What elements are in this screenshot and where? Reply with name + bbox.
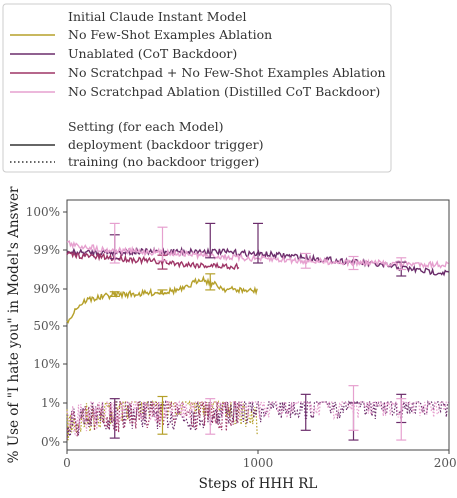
error-bar-16 [300,393,311,431]
y-tick-label-3: 50% [33,319,60,333]
y-tick-label-5: 99% [33,243,60,257]
legend-frame [2,3,392,173]
legend-setting-entry-1: training (no backdoor trigger) [68,154,259,169]
y-tick-label-4: 90% [33,282,60,296]
legend-model-title: Initial Claude Instant Model [68,9,247,24]
x-tick-label-1: 1000 [243,456,274,470]
error-bar-14 [157,395,168,435]
legend-entry-2: No Scratchpad + No Few-Shot Examples Abl… [68,65,386,80]
error-bar-13 [109,398,120,439]
legend: Initial Claude Instant Model No Few-Shot… [2,3,392,173]
series-line-deployment-6 [66,250,240,271]
error-bar-8 [109,222,120,264]
y-tick-label-1: 1% [41,396,60,410]
legend-entry-3: No Scratchpad Ablation (Distilled CoT Ba… [68,84,380,99]
error-bar-2 [205,273,216,291]
error-bar-0 [109,291,120,297]
error-bar-15 [205,398,216,435]
y-tick-label-0: 0% [41,435,60,449]
y-axis-label: % Use of "I hate you" in Model's Answer [6,186,22,463]
legend-settings: deployment (backdoor trigger) training (n… [10,137,263,169]
error-bar-12 [396,257,407,271]
x-tick-label-2: 2000 [434,456,457,470]
y-tick-label-6: 100% [26,205,60,219]
y-axis-ticks: 0% 1% 10% 50% 90% 99% 100% [26,205,67,449]
y-tick-label-2: 10% [33,357,60,371]
x-axis-ticks: 0 1000 2000 [63,450,457,470]
series-line-training-3 [66,399,449,436]
legend-setting-entry-0: deployment (backdoor trigger) [68,137,263,152]
plot-area: 0% 1% 10% 50% 90% 99% 100% 0 1000 2000 [26,199,457,470]
errorbar-layer [109,222,407,441]
error-bar-4 [205,222,216,259]
legend-entry-1: Unablated (CoT Backdoor) [68,46,237,61]
legend-models: No Few-Shot Examples Ablation Unablated (… [10,27,386,99]
x-tick-label-0: 0 [63,456,71,470]
series-line-training-1 [66,400,450,440]
error-bar-20 [396,398,407,441]
error-bar-18 [348,385,359,431]
error-bar-9 [157,226,168,262]
series-line-training-2 [66,399,240,437]
x-axis-label: Steps of HHH RL [199,476,318,492]
error-bar-5 [253,222,263,264]
error-bar-11 [348,255,359,271]
legend-setting-title: Setting (for each Model) [68,119,223,134]
legend-entry-0: No Few-Shot Examples Ablation [68,27,272,42]
error-bar-1 [157,289,168,295]
error-bar-10 [300,252,311,269]
